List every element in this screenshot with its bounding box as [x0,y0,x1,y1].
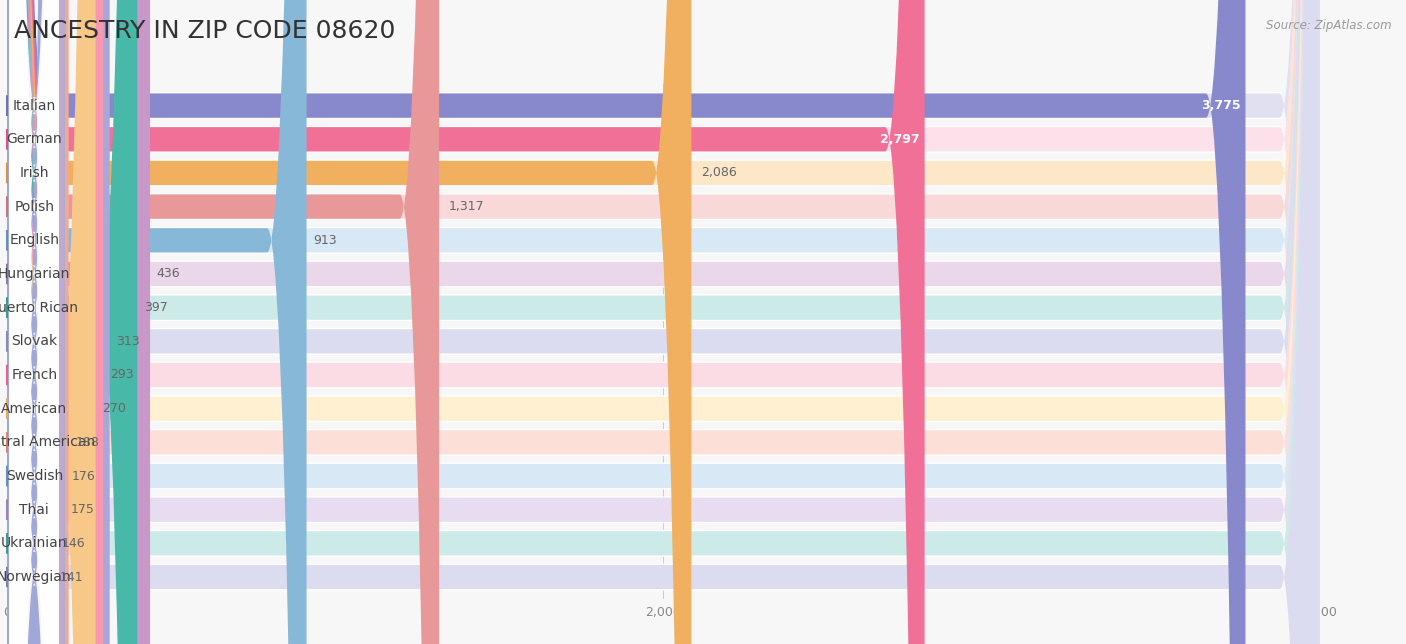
FancyBboxPatch shape [10,0,59,644]
FancyBboxPatch shape [7,0,1319,644]
FancyBboxPatch shape [7,0,1319,644]
Text: 397: 397 [143,301,167,314]
Text: Ukrainian: Ukrainian [1,536,67,551]
FancyBboxPatch shape [7,0,1319,644]
FancyBboxPatch shape [7,0,103,644]
Text: Hungarian: Hungarian [0,267,70,281]
FancyBboxPatch shape [7,0,1319,644]
FancyBboxPatch shape [7,0,1319,644]
Text: 293: 293 [110,368,134,381]
Text: Slovak: Slovak [11,334,58,348]
Text: ANCESTRY IN ZIP CODE 08620: ANCESTRY IN ZIP CODE 08620 [14,19,395,43]
FancyBboxPatch shape [7,0,439,644]
Text: 175: 175 [70,503,94,516]
Text: Swedish: Swedish [6,469,63,483]
Text: Italian: Italian [13,99,56,113]
FancyBboxPatch shape [10,0,59,644]
FancyBboxPatch shape [7,0,1319,644]
FancyBboxPatch shape [10,0,59,644]
FancyBboxPatch shape [10,0,59,644]
FancyBboxPatch shape [7,0,1319,644]
Text: 2,797: 2,797 [880,133,920,146]
FancyBboxPatch shape [10,0,59,644]
FancyBboxPatch shape [7,0,1319,644]
Text: 2,086: 2,086 [702,166,737,180]
FancyBboxPatch shape [7,0,1319,644]
Text: Irish: Irish [20,166,49,180]
FancyBboxPatch shape [7,0,55,644]
Text: English: English [10,233,59,247]
FancyBboxPatch shape [7,0,138,644]
FancyBboxPatch shape [7,0,1319,644]
Text: 313: 313 [117,335,141,348]
FancyBboxPatch shape [7,0,1319,644]
FancyBboxPatch shape [7,0,1319,644]
Text: Source: ZipAtlas.com: Source: ZipAtlas.com [1267,19,1392,32]
FancyBboxPatch shape [7,0,1319,644]
Text: 146: 146 [62,537,86,550]
Text: 3,775: 3,775 [1201,99,1240,112]
FancyBboxPatch shape [7,0,307,644]
FancyBboxPatch shape [7,0,1319,644]
Text: 188: 188 [76,436,100,449]
FancyBboxPatch shape [10,0,59,644]
FancyBboxPatch shape [7,0,1319,644]
Text: 141: 141 [60,571,83,583]
FancyBboxPatch shape [7,0,1319,644]
Text: Thai: Thai [20,503,49,516]
FancyBboxPatch shape [10,0,59,644]
FancyBboxPatch shape [7,0,1319,644]
Text: German: German [7,132,62,146]
FancyBboxPatch shape [10,0,59,644]
FancyBboxPatch shape [10,0,59,644]
FancyBboxPatch shape [7,0,65,644]
FancyBboxPatch shape [7,0,925,644]
Text: 1,317: 1,317 [449,200,485,213]
Text: Central American: Central American [0,435,94,450]
FancyBboxPatch shape [7,0,96,644]
FancyBboxPatch shape [10,0,59,644]
FancyBboxPatch shape [7,0,1319,644]
Text: 913: 913 [314,234,337,247]
FancyBboxPatch shape [7,0,1246,644]
Text: Puerto Rican: Puerto Rican [0,301,79,315]
FancyBboxPatch shape [10,0,59,644]
FancyBboxPatch shape [7,0,1319,644]
Text: 436: 436 [156,267,180,281]
FancyBboxPatch shape [7,0,65,644]
FancyBboxPatch shape [7,0,1319,644]
FancyBboxPatch shape [7,0,69,644]
FancyBboxPatch shape [7,0,1319,644]
FancyBboxPatch shape [7,0,1319,644]
FancyBboxPatch shape [7,0,1319,644]
Text: American: American [1,402,67,415]
FancyBboxPatch shape [7,0,1319,644]
FancyBboxPatch shape [7,0,110,644]
FancyBboxPatch shape [7,0,150,644]
Text: Norwegian: Norwegian [0,570,72,584]
FancyBboxPatch shape [10,0,59,644]
FancyBboxPatch shape [7,0,1319,644]
FancyBboxPatch shape [7,0,692,644]
FancyBboxPatch shape [7,0,1319,644]
FancyBboxPatch shape [7,0,1319,644]
FancyBboxPatch shape [7,0,1319,644]
FancyBboxPatch shape [7,0,1319,644]
FancyBboxPatch shape [7,0,53,644]
FancyBboxPatch shape [7,0,1319,644]
FancyBboxPatch shape [10,0,59,644]
Text: French: French [11,368,58,382]
Text: 270: 270 [103,402,127,415]
Text: 176: 176 [72,469,96,482]
FancyBboxPatch shape [10,0,59,644]
Text: Polish: Polish [14,200,55,214]
FancyBboxPatch shape [10,0,59,644]
